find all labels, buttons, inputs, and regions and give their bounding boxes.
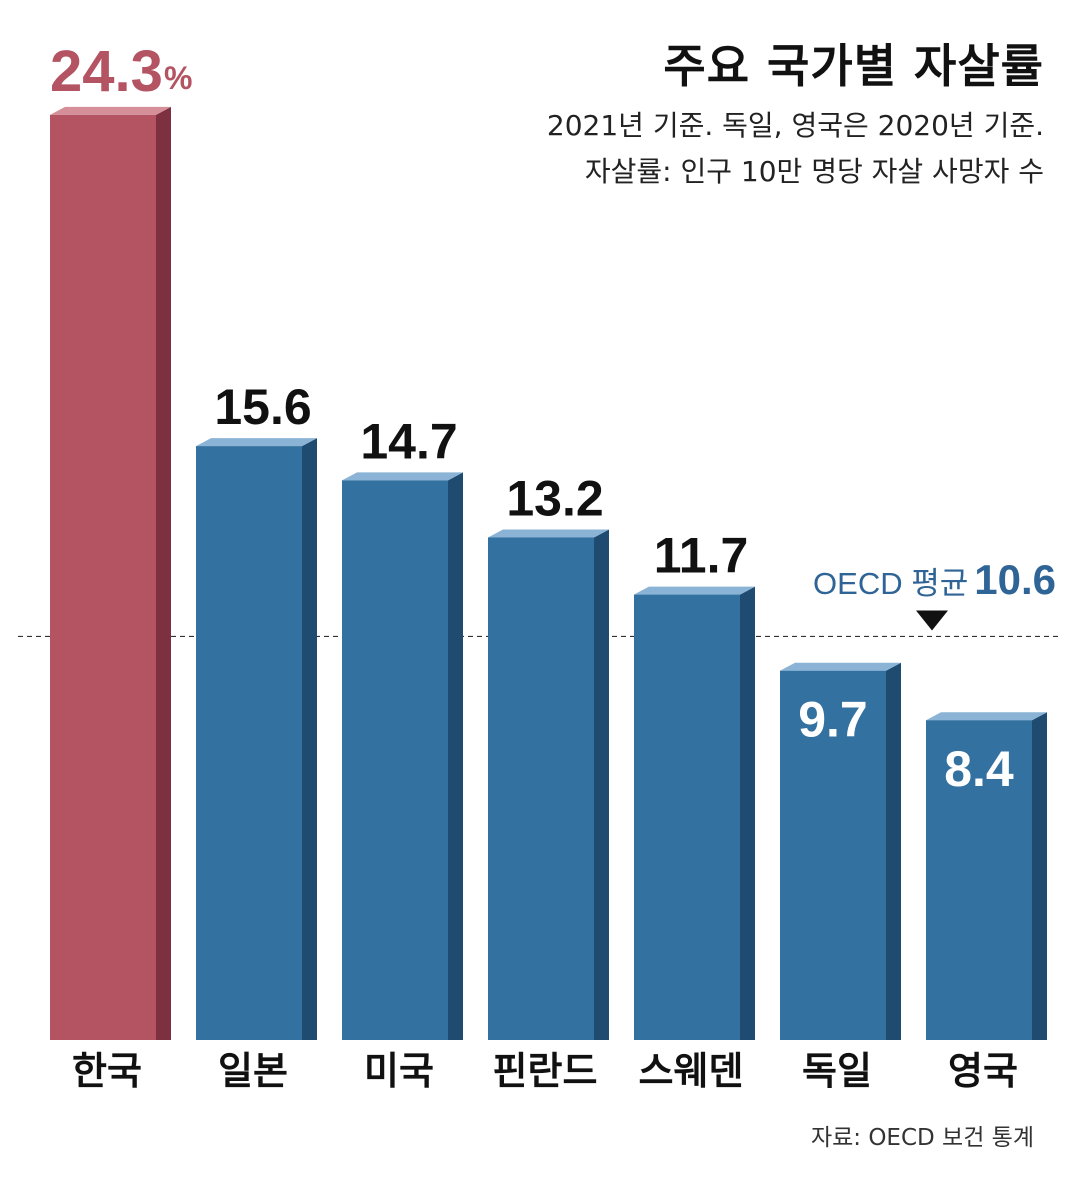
oecd-average-label: OECD 평균 10.6	[813, 556, 1056, 604]
value-label-4: 11.7	[654, 528, 749, 584]
category-label-2: 미국	[364, 1051, 434, 1093]
category-label-4: 스웨덴	[639, 1051, 744, 1093]
bar-2	[342, 480, 448, 1041]
value-label-1: 15.6	[214, 379, 311, 435]
bar-side-5	[886, 662, 901, 1040]
category-label-1: 일본	[218, 1051, 288, 1093]
bar-0	[50, 114, 156, 1041]
oecd-average-pointer	[916, 610, 948, 631]
category-label-5: 독일	[802, 1051, 872, 1093]
bar-top-0	[50, 106, 171, 115]
category-label-6: 영국	[948, 1051, 1018, 1093]
value-label-6: 8.4	[944, 741, 1014, 797]
bar-4	[634, 594, 740, 1040]
bar-top-4	[634, 586, 755, 595]
bar-side-2	[448, 472, 463, 1041]
bar-side-3	[594, 529, 609, 1040]
bar-5	[780, 670, 886, 1040]
bar-6	[926, 720, 1032, 1040]
bar-1	[196, 446, 302, 1040]
bar-top-5	[780, 662, 901, 671]
bar-top-1	[196, 438, 317, 447]
bar-3	[488, 537, 594, 1040]
bar-top-3	[488, 529, 609, 538]
oecd-average-text: OECD 평균	[813, 566, 969, 601]
bar-side-4	[740, 586, 755, 1040]
value-label-3: 13.2	[506, 470, 603, 526]
chart-subtitle-definition: 자살률: 인구 10만 명당 자살 사망자 수	[584, 155, 1044, 188]
bar-top-6	[926, 712, 1047, 721]
value-label-5: 9.7	[798, 692, 868, 748]
category-label-0: 한국	[72, 1051, 142, 1093]
value-unit-0: %	[164, 60, 192, 96]
category-label-3: 핀란드	[493, 1051, 598, 1093]
oecd-average-value: 10.6	[974, 556, 1056, 603]
bar-top-2	[342, 472, 463, 481]
chart-source: 자료: OECD 보건 통계	[810, 1125, 1034, 1151]
bar-side-1	[302, 438, 317, 1040]
value-label-0: 24.3	[50, 39, 163, 104]
chart-subtitle-basis: 2021년 기준. 독일, 영국은 2020년 기준.	[546, 109, 1044, 142]
bar-side-0	[156, 106, 171, 1041]
chart-title: 주요 국가별 자살률	[663, 39, 1044, 93]
bar-side-6	[1032, 712, 1047, 1040]
value-label-2: 14.7	[360, 413, 457, 469]
